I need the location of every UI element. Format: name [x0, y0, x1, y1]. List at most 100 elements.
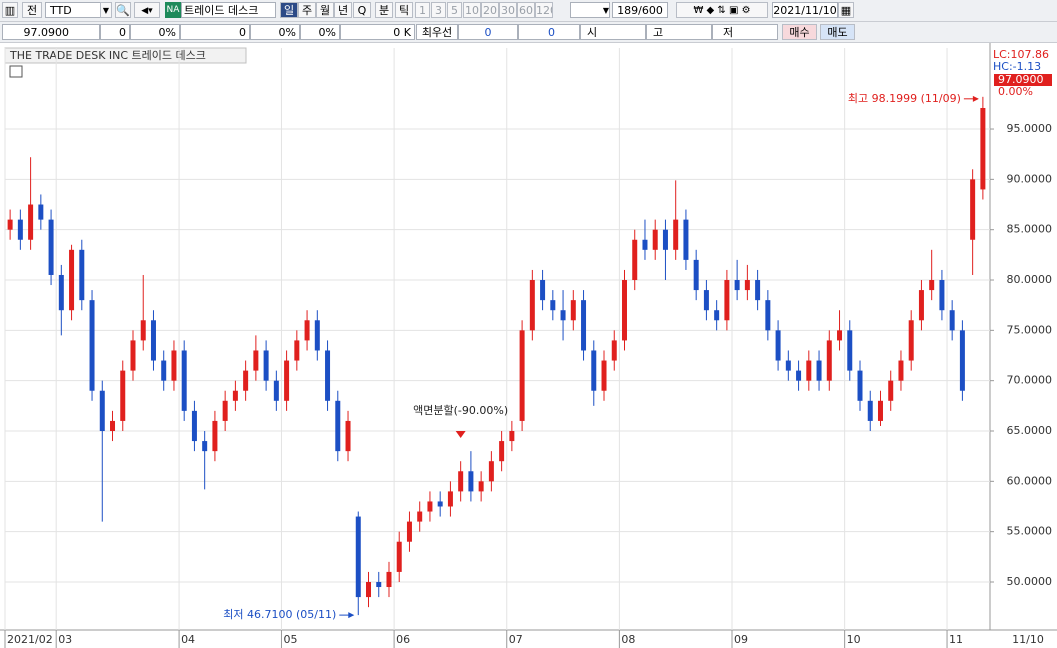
x-tick-label: 07: [509, 633, 523, 646]
dropdown[interactable]: ▼: [570, 2, 610, 18]
interval-button[interactable]: 1: [415, 2, 430, 18]
candle-body: [99, 390, 105, 432]
candle-body: [222, 400, 228, 421]
candle-body: [529, 280, 535, 331]
x-last-label: 11/10: [1012, 633, 1044, 646]
interval-button[interactable]: 60: [517, 2, 535, 18]
best-label: 최우선: [416, 24, 458, 40]
sound-icon[interactable]: ◀▾: [134, 2, 160, 18]
low-arrowhead: [348, 612, 355, 619]
period-button[interactable]: 월: [316, 2, 334, 18]
y-tick-label: 70.0000: [1007, 374, 1053, 387]
high-annotation: 최고 98.1999 (11/09): [848, 92, 961, 105]
ohl-label: 저: [712, 24, 778, 40]
candle-body: [304, 320, 310, 341]
candle-body: [396, 541, 402, 572]
grid-icon[interactable]: [9, 65, 23, 78]
y-tick-label: 60.0000: [1007, 474, 1053, 487]
interval-button[interactable]: 20: [481, 2, 499, 18]
candle-body: [570, 300, 576, 321]
interval-button[interactable]: 5: [447, 2, 462, 18]
candle-body: [806, 360, 812, 381]
x-tick-label: 08: [621, 633, 635, 646]
price-label: 97.0900: [998, 73, 1044, 86]
chart-title: THE TRADE DESK INC 트레이드 데스크: [9, 49, 206, 62]
candle-body: [509, 431, 515, 442]
candle-body: [89, 300, 95, 391]
candle-body: [181, 350, 187, 411]
candle-body: [857, 370, 863, 401]
interval-button[interactable]: 120: [535, 2, 553, 18]
dropdown[interactable]: ▼: [100, 2, 112, 18]
date-box[interactable]: 2021/11/10: [772, 2, 838, 18]
low-annotation: 최저 46.7100 (05/11): [223, 608, 336, 621]
candle-body: [120, 370, 126, 421]
candle-body: [621, 280, 627, 341]
candle-body: [284, 360, 290, 401]
sell-button[interactable]: 매도: [820, 24, 855, 40]
candle-body: [386, 571, 392, 588]
y-tick-label: 85.0000: [1007, 223, 1053, 236]
candle-body: [642, 239, 648, 250]
layout-icon[interactable]: ▥: [2, 2, 18, 18]
candle-body: [939, 280, 945, 311]
quote-bar: 97.0900 0 0% 0 0% 0% 0 K 최우선 0 0 시 고 저 매…: [0, 22, 1057, 43]
calendar-icon[interactable]: ▦: [838, 2, 854, 18]
change-label: 0.00%: [998, 85, 1033, 98]
market-button[interactable]: 전: [22, 2, 42, 18]
candle-body: [499, 441, 505, 462]
candle-body: [28, 204, 34, 240]
ohl-label: 고: [646, 24, 712, 40]
code-input[interactable]: TTD: [45, 2, 101, 18]
candle-body: [58, 274, 64, 311]
candle-body: [560, 310, 566, 321]
ohl-label: 시: [580, 24, 646, 40]
x-tick-label: 06: [396, 633, 410, 646]
candle-body: [662, 229, 668, 250]
period-button[interactable]: 틱: [395, 2, 413, 18]
candle-body: [908, 320, 914, 361]
candle-body: [150, 320, 156, 361]
candle-body: [273, 380, 279, 401]
candle-body: [325, 350, 331, 401]
candle-body: [376, 581, 382, 588]
period-button[interactable]: Q: [353, 2, 371, 18]
buy-button[interactable]: 매수: [782, 24, 817, 40]
interval-button[interactable]: 10: [463, 2, 481, 18]
tool-icons[interactable]: ₩ ◆ ⇅ ▣ ⚙: [676, 2, 768, 18]
quote-cell: 0: [180, 24, 250, 40]
candle-body: [611, 340, 617, 361]
candle-body: [253, 350, 259, 371]
candle-body: [550, 300, 556, 311]
toolbar: ▥ 전 TTD ▼ 🔍 ◀▾ NA 트레이드 데스크 ▼ 189/600 ₩ ◆…: [0, 0, 1057, 22]
candle-body: [48, 219, 54, 275]
x-tick-label: 03: [58, 633, 72, 646]
candle-body: [447, 491, 453, 507]
candle-body: [652, 229, 658, 250]
candle-body: [355, 516, 361, 598]
period-button[interactable]: 년: [334, 2, 352, 18]
y-tick-label: 75.0000: [1007, 323, 1053, 336]
high-arrowhead: [972, 95, 979, 102]
x-tick-label: 05: [283, 633, 297, 646]
candle-body: [417, 511, 423, 522]
period-button[interactable]: 일: [280, 2, 298, 18]
candle-body: [232, 390, 238, 401]
candle-body: [765, 300, 771, 331]
split-arrow: [455, 431, 466, 438]
candle-body: [816, 360, 822, 381]
best-value: 0: [518, 24, 580, 40]
candle-body: [191, 410, 197, 442]
interval-button[interactable]: 3: [431, 2, 446, 18]
x-tick-label: 04: [181, 633, 195, 646]
candle-body: [468, 471, 474, 492]
candle-body: [632, 239, 638, 281]
period-button[interactable]: 분: [375, 2, 393, 18]
candle-body: [744, 280, 750, 291]
candle-body: [243, 370, 249, 391]
candle-body: [703, 290, 709, 311]
interval-button[interactable]: 30: [499, 2, 517, 18]
search-icon[interactable]: 🔍: [115, 2, 131, 18]
period-button[interactable]: 주: [298, 2, 316, 18]
